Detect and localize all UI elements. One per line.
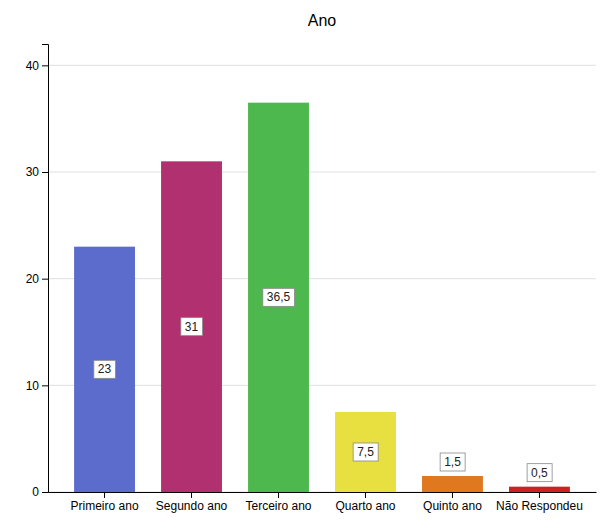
data-label-box [181, 318, 203, 336]
data-label-group: 7,5 [353, 443, 378, 461]
data-label: 31 [185, 320, 199, 334]
data-labels: 23 31 36,5 7,5 1,5 0,5 [94, 288, 552, 481]
data-label-group: 0,5 [527, 464, 552, 482]
bars [74, 103, 570, 492]
title: Ano [308, 12, 337, 29]
bar [248, 103, 309, 492]
data-label-box [440, 453, 465, 471]
bar [422, 476, 483, 492]
bar [161, 161, 222, 492]
x-tick-mark [365, 492, 366, 498]
chart: 0 10 20 30 40 Primeiro ano Segundo ano Terceiro… [0, 0, 616, 532]
x-tick-label: Primeiro ano [71, 499, 139, 513]
data-label: 0,5 [531, 466, 548, 480]
y-tick-label: 30 [26, 165, 40, 179]
grid-line [48, 172, 596, 173]
y-axis-line [42, 45, 49, 493]
y-tick-mark [42, 492, 48, 493]
data-label-box [353, 443, 378, 461]
bar [509, 487, 570, 492]
y-tick-label: 0 [32, 485, 39, 499]
data-label-group: 31 [181, 318, 203, 336]
grid-line [48, 65, 596, 66]
data-label: 36,5 [267, 290, 291, 304]
x-tick-mark [104, 492, 105, 498]
grid [48, 65, 596, 492]
data-label-box [263, 288, 295, 306]
x-tick: Não Respondeu [496, 492, 583, 513]
x-tick: Terceiro ano [245, 492, 311, 513]
y-tick: 0 [32, 485, 48, 499]
x-tick: Primeiro ano [71, 492, 139, 513]
data-label: 7,5 [357, 445, 374, 459]
bar [74, 247, 135, 492]
x-tick-label: Quarto ano [335, 499, 395, 513]
data-label-group: 1,5 [440, 453, 465, 471]
y-tick-label: 10 [26, 379, 40, 393]
y-tick-label: 20 [26, 272, 40, 286]
y-tick: 30 [26, 165, 48, 179]
x-tick-mark [539, 492, 540, 498]
x-axis-line [49, 492, 597, 493]
x-tick: Quinto ano [423, 492, 482, 513]
plot: 0 10 20 30 40 Primeiro ano Segundo ano Terceiro… [26, 45, 597, 513]
y-tick-mark [42, 65, 48, 66]
y-tick-label: 40 [26, 59, 40, 73]
x-tick-label: Não Respondeu [496, 499, 583, 513]
x-tick-mark [278, 492, 279, 498]
y-tick-mark [42, 385, 48, 386]
x-axis: Primeiro ano Segundo ano Terceiro ano Quart… [49, 492, 597, 513]
y-tick: 10 [26, 379, 48, 393]
data-label-group: 23 [94, 360, 116, 378]
x-tick: Quarto ano [335, 492, 395, 513]
data-label-group: 36,5 [263, 288, 295, 306]
y-axis: 0 10 20 30 40 [26, 45, 49, 500]
x-tick-label: Segundo ano [156, 499, 228, 513]
data-label: 1,5 [444, 455, 461, 469]
x-tick-mark [191, 492, 192, 498]
data-label-box [527, 464, 552, 482]
y-tick-mark [42, 279, 48, 280]
y-tick: 20 [26, 272, 48, 286]
data-label-box [94, 360, 116, 378]
y-tick-mark [42, 172, 48, 173]
bar [335, 412, 396, 492]
data-label: 23 [98, 362, 112, 376]
x-tick-mark [452, 492, 453, 498]
x-tick-label: Terceiro ano [245, 499, 311, 513]
x-tick: Segundo ano [156, 492, 228, 513]
y-tick: 40 [26, 59, 48, 73]
x-tick-label: Quinto ano [423, 499, 482, 513]
